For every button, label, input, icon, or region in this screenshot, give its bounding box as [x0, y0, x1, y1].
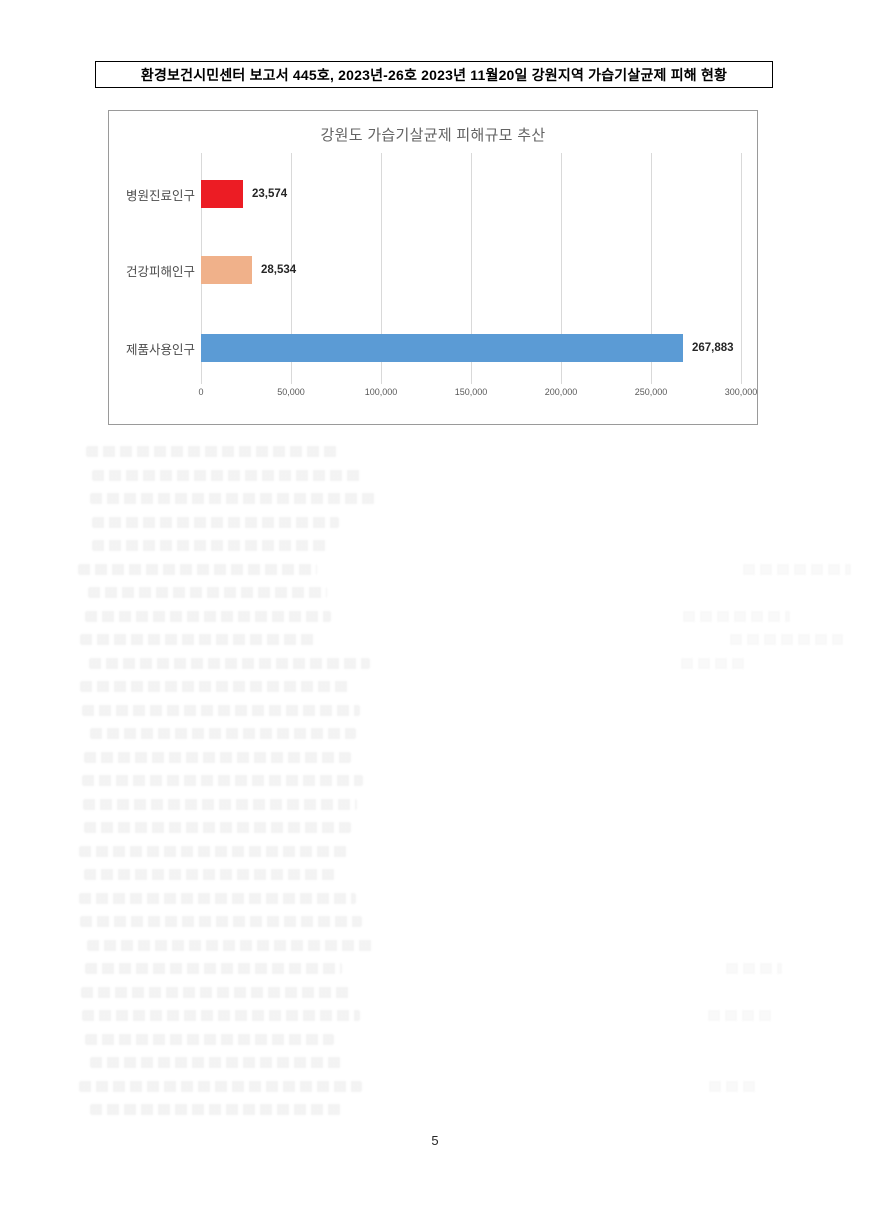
bleed-segment — [80, 681, 351, 692]
bleed-segment — [90, 1057, 341, 1068]
bleed-segment — [683, 610, 790, 622]
bleed-segment — [85, 963, 342, 974]
bleed-segment — [89, 657, 370, 669]
gridline — [561, 153, 562, 384]
bar-2 — [201, 256, 252, 284]
bleed-row — [78, 1057, 818, 1068]
bleed-segment — [83, 798, 357, 810]
bleed-segment — [81, 986, 350, 998]
bleed-row — [78, 892, 818, 904]
bar-3 — [201, 334, 683, 362]
bleed-segment — [92, 540, 330, 551]
bleed-segment — [82, 1010, 360, 1021]
bleed-segment — [92, 516, 339, 528]
bleed-segment — [87, 939, 373, 951]
bleed-segment — [79, 845, 347, 857]
gridline — [471, 153, 472, 384]
report-header-title: 환경보건시민센터 보고서 445호, 2023년-26호 2023년 11월20… — [140, 66, 728, 83]
bleed-row — [78, 493, 818, 504]
bleed-row — [78, 681, 818, 692]
x-tick-label: 150,000 — [454, 387, 488, 397]
bleed-row — [78, 1010, 818, 1021]
gridline — [651, 153, 652, 384]
bleed-segment — [85, 610, 331, 622]
bleed-segment — [85, 1033, 334, 1045]
bleed-segment — [84, 751, 351, 763]
x-tick-label: 200,000 — [544, 387, 578, 397]
bleed-row — [78, 610, 818, 622]
chart-title: 강원도 가습기살균제 피해규모 추산 — [320, 127, 546, 144]
bleed-segment — [90, 1104, 341, 1115]
bleed-row — [78, 751, 818, 763]
bleed-segment — [84, 822, 351, 833]
bleed-row — [78, 845, 818, 857]
x-tick-label: 50,000 — [277, 387, 305, 397]
bleed-row — [78, 657, 818, 669]
bleed-row — [78, 798, 818, 810]
bar-value-label: 28,534 — [261, 264, 297, 276]
bleed-segment — [681, 657, 747, 669]
bleed-segment — [78, 563, 317, 575]
chart-container: 강원도 가습기살균제 피해규모 추산 23,574 28,534 267,883 0… — [108, 110, 758, 425]
bleed-row — [78, 469, 818, 481]
report-header-banner: 환경보건시민센터 보고서 445호, 2023년-26호 2023년 11월20… — [95, 61, 773, 88]
x-tick-label: 300,000 — [724, 387, 758, 397]
bleed-segment — [84, 869, 335, 880]
category-label: 건강피해인구 — [125, 264, 195, 279]
bleed-row — [78, 446, 818, 457]
bleed-segment — [82, 704, 360, 716]
bleed-row — [78, 1080, 818, 1092]
bleed-row — [78, 728, 818, 739]
print-bleed-through — [78, 446, 851, 1146]
bleed-segment — [90, 493, 375, 504]
bleed-segment — [708, 1010, 776, 1021]
bleed-row — [78, 704, 818, 716]
gridline — [291, 153, 292, 384]
bleed-row — [78, 563, 851, 575]
bleed-row — [78, 587, 818, 598]
gridline — [741, 153, 742, 384]
category-label: 제품사용인구 — [125, 342, 195, 357]
bar-value-label: 267,883 — [692, 342, 734, 354]
bleed-row — [78, 986, 818, 998]
x-tick-label: 100,000 — [364, 387, 398, 397]
bleed-segment — [79, 1080, 362, 1092]
bleed-row — [78, 939, 818, 951]
bleed-segment — [88, 587, 327, 598]
bar-1 — [201, 180, 243, 208]
bleed-segment — [743, 563, 851, 575]
bleed-row — [78, 963, 818, 974]
bleed-row — [78, 869, 818, 880]
bar-value-label: 23,574 — [252, 188, 288, 200]
bleed-segment — [709, 1080, 760, 1092]
plot-area: 23,574 28,534 267,883 — [201, 153, 742, 384]
bleed-segment — [80, 916, 362, 927]
bleed-segment — [90, 728, 356, 739]
x-tick-label: 250,000 — [634, 387, 668, 397]
category-label: 병원진료인구 — [125, 188, 195, 203]
bleed-row — [78, 1033, 818, 1045]
bleed-row — [78, 775, 818, 786]
x-axis: 0 50,000 100,000 150,000 200,000 250,000 300,0… — [198, 387, 757, 401]
bleed-row — [78, 634, 843, 645]
bleed-row — [78, 540, 818, 551]
x-tick-label: 0 — [198, 387, 204, 397]
bleed-segment — [726, 963, 782, 974]
bleed-row — [78, 1104, 818, 1115]
gridline — [381, 153, 382, 384]
bleed-row — [78, 516, 818, 528]
bleed-row — [78, 916, 818, 927]
bleed-segment — [82, 775, 363, 786]
page-number: 5 — [431, 1133, 439, 1148]
bleed-segment — [79, 892, 356, 904]
bleed-segment — [730, 634, 843, 645]
bleed-segment — [80, 634, 316, 645]
bleed-row — [78, 822, 818, 833]
bleed-segment — [86, 446, 337, 457]
bleed-segment — [92, 469, 364, 481]
